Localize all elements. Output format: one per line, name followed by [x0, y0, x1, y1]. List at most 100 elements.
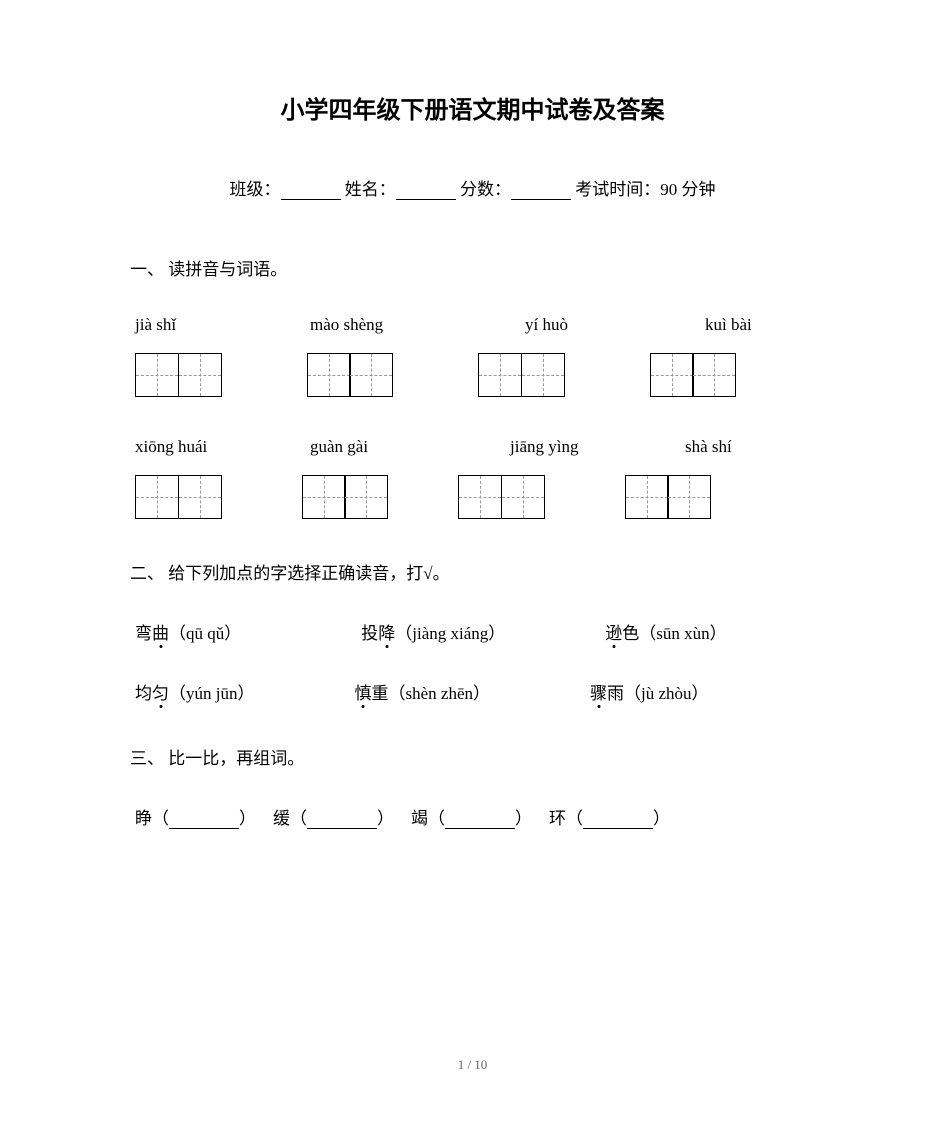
- gap: [254, 679, 354, 704]
- answer-blank[interactable]: [169, 813, 239, 829]
- char-box[interactable]: [478, 353, 522, 397]
- char: 重: [371, 684, 388, 703]
- char-box-group[interactable]: [135, 475, 222, 519]
- pinyin-options: （yún jūn）: [169, 684, 254, 703]
- pinyin: guàn gài: [310, 437, 510, 457]
- class-blank[interactable]: [281, 182, 341, 200]
- pinyin: kuì bài: [705, 315, 752, 335]
- char: 色: [622, 624, 639, 643]
- q2-item: 均匀（yún jūn）: [135, 679, 254, 704]
- q2-item: 弯曲（qū qǔ）: [135, 619, 241, 644]
- q2-item: 逊色（sūn xùn）: [605, 619, 726, 644]
- answer-blank[interactable]: [445, 813, 515, 829]
- dotted-char: 逊: [605, 619, 622, 644]
- char-box-group[interactable]: [302, 475, 389, 519]
- char-box-group[interactable]: [458, 475, 545, 519]
- char: 竭: [411, 809, 428, 828]
- char: 弯: [135, 624, 152, 643]
- paren: ）: [653, 809, 670, 828]
- dotted-char: 降: [378, 619, 395, 644]
- char-box-group[interactable]: [650, 353, 737, 397]
- q1-header: 一、 读拼音与词语。: [130, 255, 815, 280]
- pinyin-options: （jù zhòu）: [624, 684, 709, 703]
- char: 均: [135, 684, 152, 703]
- char-box[interactable]: [650, 353, 694, 397]
- char-box-group[interactable]: [135, 353, 222, 397]
- q2-row-1: 弯曲（qū qǔ） 投降（jiàng xiáng） 逊色（sūn xùn）: [130, 619, 815, 644]
- paren: ）: [377, 809, 394, 828]
- answer-blank[interactable]: [307, 813, 377, 829]
- char-box[interactable]: [344, 475, 388, 519]
- pinyin-options: （jiàng xiáng）: [395, 624, 505, 643]
- dotted-char: 曲: [152, 619, 169, 644]
- page-title: 小学四年级下册语文期中试卷及答案: [130, 90, 815, 125]
- gap: [505, 619, 605, 644]
- pinyin-options: （shèn zhēn）: [388, 684, 490, 703]
- pinyin: mào shèng: [310, 315, 525, 335]
- pinyin: shà shí: [685, 437, 732, 457]
- char-box[interactable]: [178, 475, 222, 519]
- gap: [490, 679, 590, 704]
- score-label: 分数：: [460, 180, 511, 199]
- pinyin: jià shǐ: [135, 315, 310, 335]
- paren: ）: [239, 809, 256, 828]
- pinyin: jiāng yìng: [510, 437, 685, 457]
- char-box[interactable]: [302, 475, 346, 519]
- pinyin-options: （sūn xùn）: [639, 624, 726, 643]
- pinyin: xiōng huái: [135, 437, 310, 457]
- score-blank[interactable]: [511, 182, 571, 200]
- name-blank[interactable]: [396, 182, 456, 200]
- char-box[interactable]: [625, 475, 669, 519]
- char: 雨: [607, 684, 624, 703]
- char-box[interactable]: [135, 353, 179, 397]
- q3-header: 三、 比一比，再组词。: [130, 744, 815, 769]
- paren: ）: [515, 809, 532, 828]
- pinyin-options: （qū qǔ）: [169, 624, 241, 643]
- char-box-group[interactable]: [307, 353, 394, 397]
- char-box[interactable]: [458, 475, 502, 519]
- class-label: 班级：: [230, 180, 281, 199]
- char-box[interactable]: [307, 353, 351, 397]
- q2-row-2: 均匀（yún jūn） 慎重（shèn zhēn） 骤雨（jù zhòu）: [130, 679, 815, 704]
- q2-header: 二、 给下列加点的字选择正确读音，打√。: [130, 559, 815, 584]
- q1-pinyin-row-1: jià shǐ mào shèng yí huò kuì bài: [130, 315, 815, 335]
- paren: （: [152, 809, 169, 828]
- char-box[interactable]: [667, 475, 711, 519]
- name-label: 姓名：: [345, 180, 396, 199]
- pinyin: yí huò: [525, 315, 705, 335]
- time-label: 考试时间：90 分钟: [575, 180, 715, 199]
- q1-pinyin-row-2: xiōng huái guàn gài jiāng yìng shà shí: [130, 437, 815, 457]
- exam-page: 小学四年级下册语文期中试卷及答案 班级： 姓名： 分数： 考试时间：90 分钟 …: [0, 0, 945, 909]
- char-box-group[interactable]: [625, 475, 712, 519]
- char: 环: [549, 809, 566, 828]
- paren: （: [428, 809, 445, 828]
- q1-boxes-row-2: [130, 475, 815, 519]
- question-1: 一、 读拼音与词语。 jià shǐ mào shèng yí huò kuì …: [130, 255, 815, 519]
- char-box[interactable]: [178, 353, 222, 397]
- dotted-char: 匀: [152, 679, 169, 704]
- q1-boxes-row-1: [130, 353, 815, 397]
- q2-item: 骤雨（jù zhòu）: [590, 679, 709, 704]
- paren: （: [566, 809, 583, 828]
- q3-line: 睁（） 缓（） 竭（） 环（）: [130, 804, 815, 829]
- char-box[interactable]: [521, 353, 565, 397]
- dotted-char: 骤: [590, 679, 607, 704]
- answer-blank[interactable]: [583, 813, 653, 829]
- question-2: 二、 给下列加点的字选择正确读音，打√。 弯曲（qū qǔ） 投降（jiàng …: [130, 559, 815, 704]
- page-number: 1 / 10: [0, 1057, 945, 1073]
- gap: [241, 619, 361, 644]
- char-box[interactable]: [349, 353, 393, 397]
- char: 投: [361, 624, 378, 643]
- question-3: 三、 比一比，再组词。 睁（） 缓（） 竭（） 环（）: [130, 744, 815, 829]
- paren: （: [290, 809, 307, 828]
- student-info-line: 班级： 姓名： 分数： 考试时间：90 分钟: [130, 175, 815, 200]
- q2-item: 慎重（shèn zhēn）: [354, 679, 490, 704]
- q2-item: 投降（jiàng xiáng）: [361, 619, 505, 644]
- char-box-group[interactable]: [478, 353, 565, 397]
- char-box[interactable]: [135, 475, 179, 519]
- char: 睁: [135, 809, 152, 828]
- char: 缓: [273, 809, 290, 828]
- char-box[interactable]: [692, 353, 736, 397]
- dotted-char: 慎: [354, 679, 371, 704]
- char-box[interactable]: [501, 475, 545, 519]
